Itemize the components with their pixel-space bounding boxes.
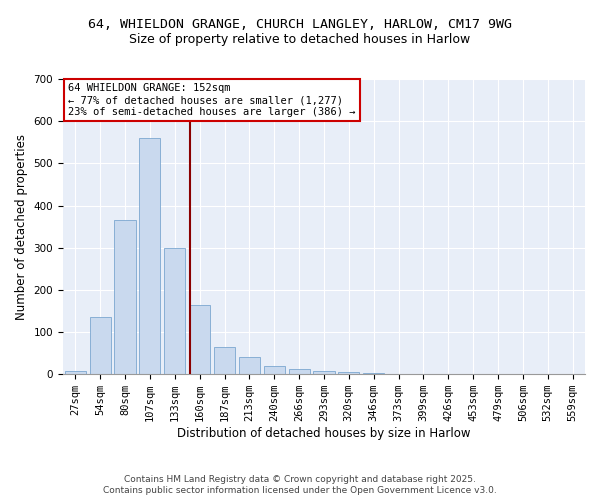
X-axis label: Distribution of detached houses by size in Harlow: Distribution of detached houses by size … — [177, 427, 471, 440]
Text: 64 WHIELDON GRANGE: 152sqm
← 77% of detached houses are smaller (1,277)
23% of s: 64 WHIELDON GRANGE: 152sqm ← 77% of deta… — [68, 84, 356, 116]
Text: 64, WHIELDON GRANGE, CHURCH LANGLEY, HARLOW, CM17 9WG: 64, WHIELDON GRANGE, CHURCH LANGLEY, HAR… — [88, 18, 512, 30]
Bar — [164, 248, 185, 374]
Y-axis label: Number of detached properties: Number of detached properties — [15, 134, 28, 320]
Bar — [289, 368, 310, 374]
Bar — [115, 220, 136, 374]
Text: Contains HM Land Registry data © Crown copyright and database right 2025.: Contains HM Land Registry data © Crown c… — [124, 475, 476, 484]
Bar — [313, 372, 335, 374]
Bar — [263, 366, 285, 374]
Text: Contains public sector information licensed under the Open Government Licence v3: Contains public sector information licen… — [103, 486, 497, 495]
Bar — [65, 371, 86, 374]
Bar — [89, 318, 111, 374]
Text: Size of property relative to detached houses in Harlow: Size of property relative to detached ho… — [130, 32, 470, 46]
Bar — [214, 347, 235, 374]
Bar — [338, 372, 359, 374]
Bar — [189, 306, 210, 374]
Bar — [239, 358, 260, 374]
Bar — [139, 138, 160, 374]
